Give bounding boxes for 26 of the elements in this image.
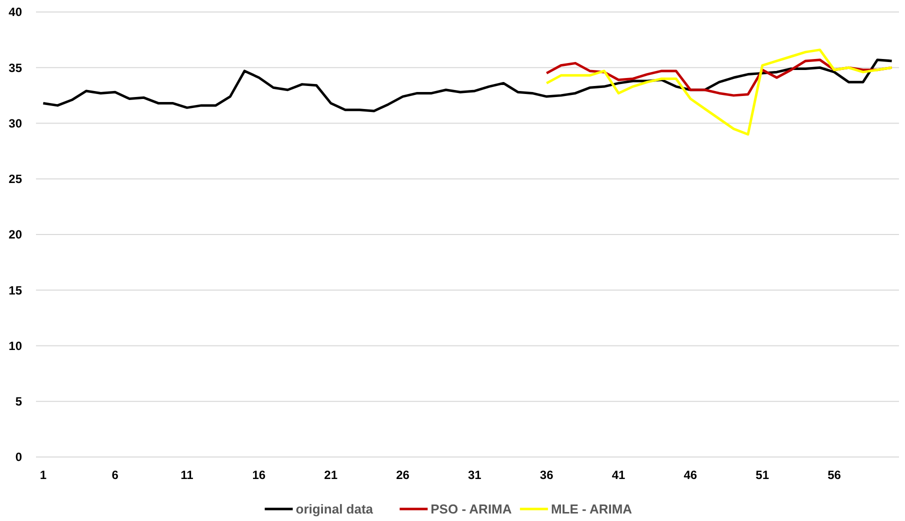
x-tick-label: 46 — [684, 468, 698, 482]
y-tick-label: 15 — [8, 283, 22, 298]
x-tick-label: 51 — [756, 468, 770, 482]
x-tick-label: 36 — [540, 468, 554, 482]
x-tick-label: 21 — [324, 468, 338, 482]
y-tick-label: 25 — [8, 172, 22, 186]
y-tick-label: 40 — [8, 5, 22, 20]
x-tick-label: 16 — [252, 468, 266, 482]
y-tick-label: 20 — [8, 228, 22, 242]
x-tick-label: 1 — [40, 468, 47, 482]
y-tick-label: 10 — [8, 338, 22, 353]
x-tick-label: 26 — [396, 468, 410, 482]
x-tick-label: 41 — [612, 468, 626, 482]
legend-label: PSO - ARIMA — [430, 502, 512, 517]
line-series — [545, 48, 894, 136]
legend-label: MLE - ARIMA — [550, 502, 633, 517]
y-tick-label: 5 — [15, 394, 22, 409]
y-tick-label: 0 — [15, 450, 22, 464]
legend-label: original data — [296, 502, 374, 517]
x-tick-label: 6 — [112, 468, 119, 482]
x-tick-label: 31 — [468, 468, 482, 482]
y-tick-label: 30 — [8, 116, 22, 130]
x-tick-label: 56 — [828, 468, 842, 482]
line-series — [42, 58, 894, 112]
y-tick-label: 35 — [8, 60, 22, 75]
x-tick-label: 11 — [180, 468, 194, 482]
